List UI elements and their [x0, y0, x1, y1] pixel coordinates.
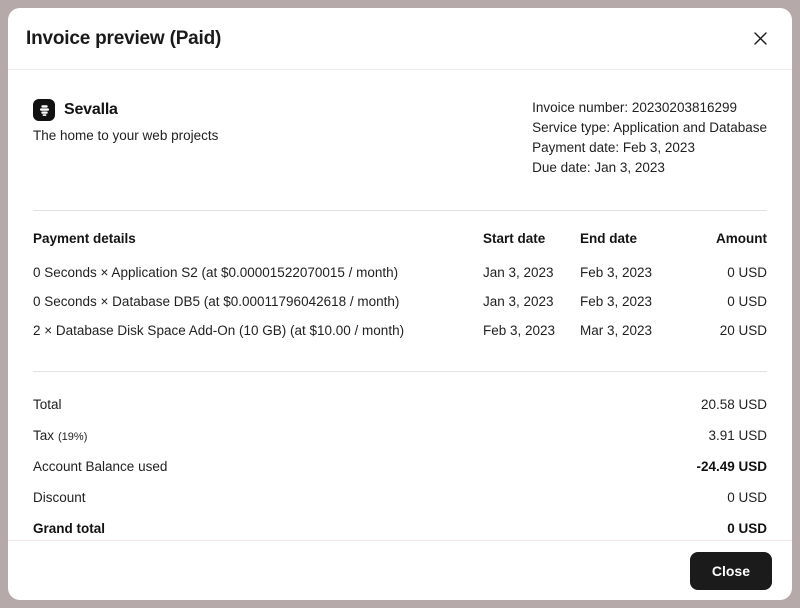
divider-top — [33, 210, 767, 211]
row-start-date: Jan 3, 2023 — [483, 265, 554, 280]
column-header-end-date: End date — [580, 231, 638, 246]
row-description: 2 × Database Disk Space Add-On (10 GB) (… — [33, 323, 405, 338]
tax-label: Tax — [33, 428, 55, 443]
account-balance-value: -24.49 USD — [696, 459, 767, 474]
brand-and-meta-row: Sevalla The home to your web projects In… — [33, 92, 767, 178]
brand-name: Sevalla — [64, 101, 118, 118]
totals-row-discount: Discount 0 USD — [33, 482, 767, 513]
brand-block: Sevalla The home to your web projects — [33, 98, 218, 143]
account-balance-label: Account Balance used — [33, 459, 168, 474]
tax-value: 3.91 USD — [708, 428, 767, 443]
table-header-row: Payment details Start date End date Amou… — [33, 231, 767, 258]
row-start-date: Jan 3, 2023 — [483, 294, 554, 309]
column-header-amount: Amount — [716, 231, 767, 246]
total-label: Total — [33, 397, 62, 412]
totals-row-tax: Tax (19%) 3.91 USD — [33, 420, 767, 451]
total-value: 20.58 USD — [700, 397, 767, 412]
row-description: 0 Seconds × Application S2 (at $0.000015… — [33, 265, 399, 280]
column-header-start-date: Start date — [483, 231, 546, 246]
page-title: Invoice preview (Paid) — [26, 27, 222, 49]
totals-section: Total 20.58 USD Tax (19%) 3.91 USD Accou… — [33, 389, 767, 540]
grand-total-label: Grand total — [33, 521, 106, 536]
totals-row-grand-total: Grand total 0 USD — [33, 513, 767, 540]
sevalla-logo-icon — [33, 99, 55, 121]
brand-tagline: The home to your web projects — [33, 128, 219, 143]
table-row: 0 Seconds × Application S2 (at $0.000015… — [33, 258, 767, 287]
divider-totals — [33, 371, 767, 372]
totals-row-total: Total 20.58 USD — [33, 389, 767, 420]
discount-label: Discount — [33, 490, 86, 505]
totals-row-account-balance: Account Balance used -24.49 USD — [33, 451, 767, 482]
row-end-date: Mar 3, 2023 — [580, 323, 653, 338]
meta-service-type: Service type: Application and Database — [532, 120, 767, 135]
row-amount: 0 USD — [727, 294, 767, 309]
row-description: 0 Seconds × Database DB5 (at $0.00011796… — [33, 294, 400, 309]
row-end-date: Feb 3, 2023 — [580, 294, 653, 309]
row-amount: 0 USD — [727, 265, 767, 280]
meta-due-date: Due date: Jan 3, 2023 — [532, 160, 665, 175]
tax-rate: (19%) — [58, 431, 88, 443]
payment-details-table: Payment details Start date End date Amou… — [33, 231, 767, 345]
row-end-date: Feb 3, 2023 — [580, 265, 653, 280]
close-button[interactable]: Close — [689, 551, 772, 590]
brand-name-line: Sevalla — [33, 99, 218, 121]
modal-header: Invoice preview (Paid) — [8, 8, 792, 70]
discount-value: 0 USD — [727, 490, 767, 505]
row-amount: 20 USD — [719, 323, 767, 338]
invoice-preview-modal: Invoice preview (Paid) — [8, 8, 792, 600]
meta-payment-date: Payment date: Feb 3, 2023 — [532, 140, 695, 155]
column-header-description: Payment details — [33, 231, 136, 246]
modal-body: Sevalla The home to your web projects In… — [8, 70, 792, 540]
row-start-date: Feb 3, 2023 — [483, 323, 556, 338]
close-icon[interactable] — [746, 25, 774, 53]
modal-footer: Close — [8, 540, 792, 600]
invoice-meta: Invoice number: 20230203816299 Service t… — [532, 98, 767, 178]
grand-total-value: 0 USD — [727, 521, 767, 536]
table-row: 0 Seconds × Database DB5 (at $0.00011796… — [33, 287, 767, 316]
meta-invoice-number: Invoice number: 20230203816299 — [532, 100, 738, 115]
table-row: 2 × Database Disk Space Add-On (10 GB) (… — [33, 316, 767, 345]
